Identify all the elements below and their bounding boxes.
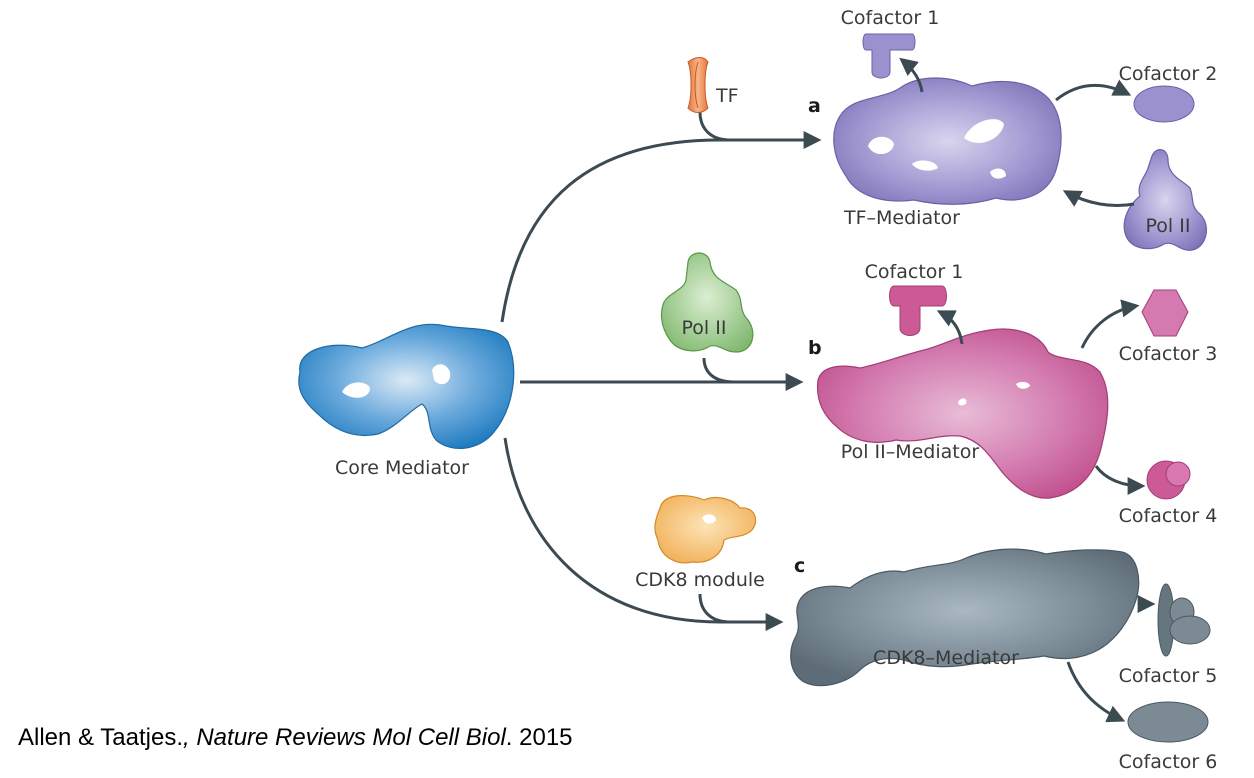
cdk8-mediator-shape [790,548,1140,687]
arrow-from-pol2-a [1062,190,1135,207]
panel-a-letter: a [808,95,821,117]
cdk8-join-hook [698,593,731,624]
arrow-to-cofactor-2 [1055,79,1132,102]
citation-year: . 2015 [505,724,573,751]
cofactor-4-label: Cofactor 4 [1119,505,1218,527]
cofactor-1a-shape [862,33,916,79]
arrow-to-cofactor-6 [1066,661,1126,723]
arrow-to-cofactor-3 [1080,299,1140,349]
panel-c-letter: c [794,555,805,577]
tf-label: TF [715,85,739,107]
pol2-a-shape [1123,149,1208,251]
cofactor-3-shape [1141,289,1189,337]
cofactor-5-label: Cofactor 5 [1119,665,1218,687]
panel-c-arrows [1066,595,1156,723]
tf-join-hook [698,111,731,142]
arrow-to-cofactor-1a [899,57,924,93]
panel-b-letter: b [808,337,822,359]
cofactor-1a-label: Cofactor 1 [841,7,940,29]
citation-sep: , [183,724,197,751]
citation-authors: Allen & Taatjes. [18,724,183,751]
tf-mediator-label: TF–Mediator [843,207,960,229]
cofactor-6-label: Cofactor 6 [1119,751,1218,773]
core-mediator-label: Core Mediator [335,457,469,479]
cofactor-4-shape [1146,460,1191,500]
pol2-a-label: Pol II [1146,215,1191,237]
tf-mediator-shape [833,77,1062,205]
tf-shape [687,57,709,113]
main-arrows [500,111,822,631]
citation-journal: Nature Reviews Mol Cell Biol [196,724,506,751]
pol2-mediator-label: Pol II–Mediator [841,441,980,463]
arrow-core-to-cdk8-mediator [503,437,784,631]
cdk8-module-label: CDK8 module [635,569,765,591]
cofactor-2-label: Cofactor 2 [1119,63,1218,85]
arrow-to-cofactor-1b [936,310,964,345]
pol2-join-hook [702,357,735,384]
arrow-core-to-tf-mediator [500,131,822,323]
panel-a-arrows [899,57,1135,207]
cofactor-1b-shape [889,285,947,336]
citation: Allen & Taatjes., Nature Reviews Mol Cel… [18,724,573,752]
core-mediator-shape [298,323,515,449]
cofactor-5-shape [1157,583,1211,657]
cdk8-mediator-label: CDK8–Mediator [873,647,1019,669]
pol2-input-shape [660,252,754,353]
cofactor-3-label: Cofactor 3 [1119,343,1218,365]
cofactor-6-shape [1127,701,1209,743]
cofactor-2-shape [1133,85,1195,123]
pol2-mediator-shape [816,328,1109,499]
cdk8-module-shape [654,495,757,564]
panel-b-arrows [936,299,1146,495]
cofactor-1b-label: Cofactor 1 [865,261,964,283]
arrow-to-cofactor-4 [1094,465,1146,495]
pol2-input-label: Pol II [682,317,727,339]
